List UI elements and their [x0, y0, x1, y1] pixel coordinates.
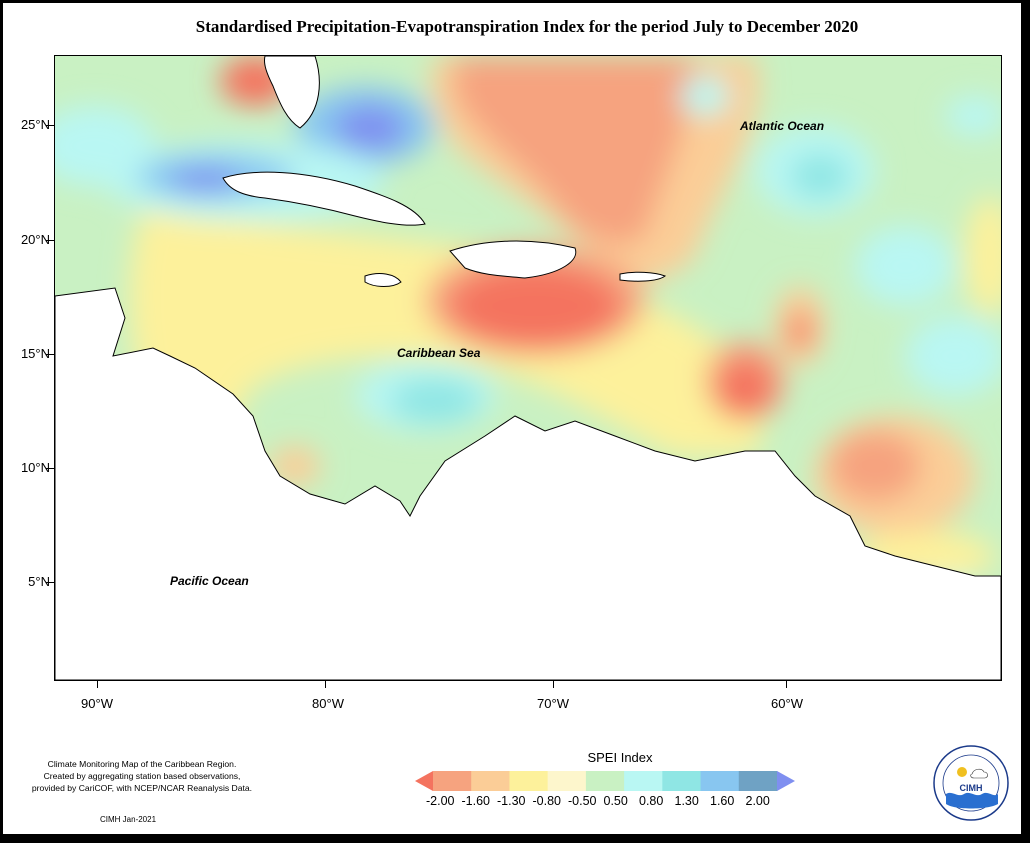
credit-line: Climate Monitoring Map of the Caribbean … — [47, 759, 237, 769]
lat-tick-10n — [46, 468, 54, 469]
legend-tick-labels: -2.00 -1.60 -1.30 -0.80 -0.50 0.50 0.80 1.30 1.6… — [426, 794, 786, 810]
legend-tick-label: -1.30 — [497, 794, 526, 808]
florida — [264, 56, 320, 129]
label-pacific-ocean: Pacific Ocean — [170, 574, 249, 588]
lon-tick-90w — [97, 680, 98, 688]
legend-swatch — [547, 771, 587, 791]
legend-tick-label: 1.60 — [710, 794, 735, 808]
credit-line: Created by aggregating station based obs… — [43, 771, 241, 781]
lat-tick-25n — [46, 125, 54, 126]
lon-label-70w: 70°W — [537, 696, 569, 711]
logo-text: CIMH — [960, 783, 983, 793]
legend-swatch — [662, 771, 702, 791]
wave-icon — [946, 792, 998, 809]
legend-tick-label: 2.00 — [745, 794, 770, 808]
lat-label-20n: 20°N — [20, 232, 50, 247]
lat-tick-15n — [46, 354, 54, 355]
jamaica — [364, 273, 402, 287]
credit-line: provided by CariCOF, with NCEP/NCAR Rean… — [31, 783, 253, 793]
cimh-logo: CIMH — [933, 745, 1009, 821]
lon-label-60w: 60°W — [771, 696, 803, 711]
spei-map-svg — [55, 56, 1001, 680]
lat-tick-20n — [46, 240, 54, 241]
label-caribbean-sea: Caribbean Sea — [397, 346, 481, 360]
lat-tick-5n — [46, 582, 54, 583]
legend-swatch — [738, 771, 778, 791]
legend-tick-label: 1.30 — [674, 794, 699, 808]
legend-colorbar — [415, 771, 795, 791]
legend-tick-label: -2.00 — [426, 794, 455, 808]
spei-map: Atlantic Ocean Caribbean Sea Pacific Oce… — [54, 55, 1002, 681]
map-credit: Climate Monitoring Map of the Caribbean … — [22, 758, 262, 794]
map-title: Standardised Precipitation-Evapotranspir… — [195, 17, 859, 36]
label-atlantic-ocean: Atlantic Ocean — [740, 119, 825, 133]
legend-swatch — [585, 771, 625, 791]
puerto-rico — [619, 271, 667, 282]
legend-swatch — [433, 771, 472, 791]
lat-label-15n: 15°N — [20, 346, 50, 361]
legend-title: SPEI Index — [587, 750, 653, 765]
legend-tick-label: 0.80 — [639, 794, 664, 808]
lon-label-80w: 80°W — [312, 696, 344, 711]
legend-tick-label: -0.80 — [532, 794, 562, 808]
legend-tick-label: 0.50 — [603, 794, 628, 808]
land-outlines — [55, 56, 1001, 680]
legend-swatches — [415, 771, 795, 791]
lon-tick-80w — [325, 680, 326, 688]
lon-tick-70w — [553, 680, 554, 688]
south-central-america — [55, 287, 1001, 680]
cloud-icon — [970, 768, 988, 779]
lat-label-5n: 5°N — [28, 574, 50, 589]
credit-date: CIMH Jan-2021 — [100, 815, 157, 824]
lon-tick-60w — [786, 680, 787, 688]
lat-label-10n: 10°N — [20, 460, 50, 475]
cuba — [222, 171, 426, 226]
sun-icon — [957, 767, 967, 777]
legend-swatch — [471, 771, 510, 791]
lon-label-90w: 90°W — [81, 696, 113, 711]
legend-swatch — [415, 771, 433, 791]
lat-label-25n: 25°N — [20, 117, 50, 132]
hispaniola — [449, 240, 577, 279]
legend-swatch — [777, 771, 795, 791]
legend-swatch — [624, 771, 663, 791]
legend-tick-label: -0.50 — [568, 794, 597, 808]
legend-swatch — [509, 771, 549, 791]
legend-tick-label: -1.60 — [461, 794, 491, 808]
legend-swatch — [700, 771, 740, 791]
